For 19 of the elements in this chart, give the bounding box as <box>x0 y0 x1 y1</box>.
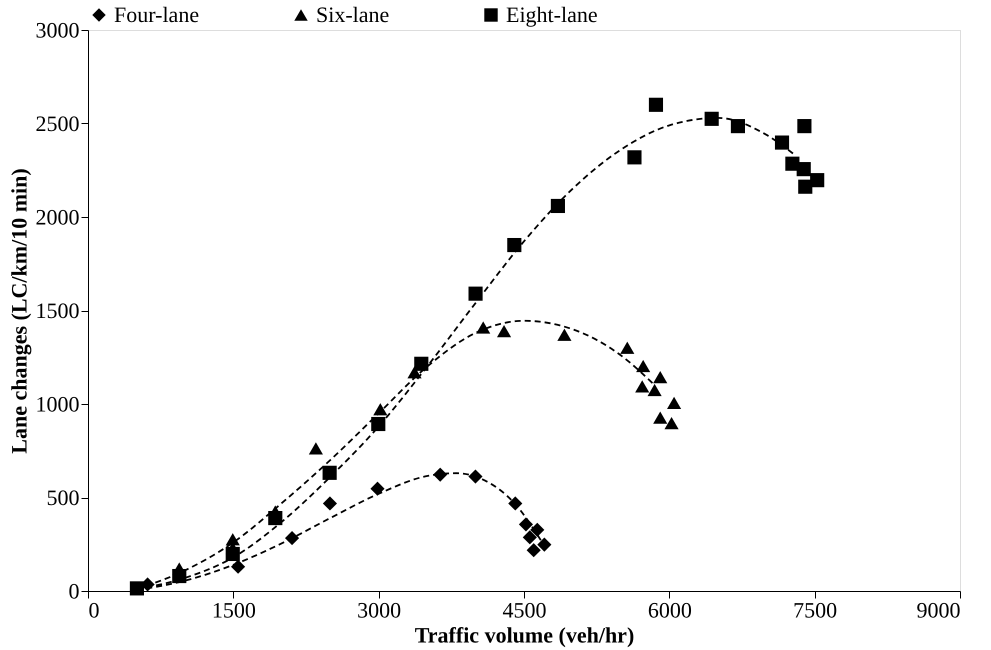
y-tick-label: 500 <box>46 485 80 510</box>
legend-label: Eight-lane <box>506 2 598 27</box>
legend-label: Four-lane <box>114 2 200 27</box>
x-axis-title: Traffic volume (veh/hr) <box>414 622 634 648</box>
y-tick-label: 3000 <box>36 18 80 42</box>
y-tick-label: 1500 <box>36 298 80 323</box>
x-tick-label: 4500 <box>502 598 546 622</box>
y-tick-label: 2000 <box>36 204 80 230</box>
y-tick-label: 0 <box>68 578 80 604</box>
x-tick-label: 1500 <box>212 598 256 622</box>
x-tick-label: 3000 <box>357 598 402 622</box>
y-tick-label: 2500 <box>36 111 80 136</box>
legend-label: Six-lane <box>316 2 390 27</box>
y-tick-label: 1000 <box>36 392 80 416</box>
y-axis-title: Lane changes (LC/km/10 min) <box>6 168 32 454</box>
x-tick-label: 0 <box>88 598 100 622</box>
x-tick-label: 7500 <box>793 598 838 622</box>
x-tick-label: 6000 <box>648 598 692 622</box>
x-tick-label: 9000 <box>916 598 960 622</box>
